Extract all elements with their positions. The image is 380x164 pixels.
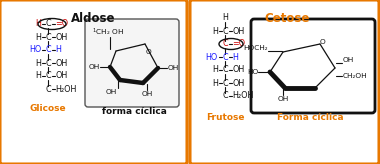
Text: OH: OH [343, 57, 354, 63]
Text: H: H [212, 79, 218, 88]
Text: C: C [222, 79, 228, 88]
Text: HOCH₂: HOCH₂ [243, 45, 268, 51]
Text: Glicose: Glicose [30, 104, 66, 113]
Text: CH₂OH: CH₂OH [343, 73, 367, 79]
Text: H: H [212, 65, 218, 74]
Text: OH: OH [233, 27, 245, 35]
Text: H: H [233, 52, 238, 62]
Text: C: C [222, 27, 228, 35]
Text: =O: =O [233, 40, 245, 49]
Text: C: C [222, 40, 228, 49]
Text: O: O [145, 49, 151, 55]
Text: =O: =O [55, 20, 69, 29]
Text: C: C [222, 65, 228, 74]
Text: C: C [45, 84, 51, 93]
Text: forma cíclica: forma cíclica [101, 107, 166, 116]
Text: H₂OH: H₂OH [55, 84, 77, 93]
Text: OH: OH [168, 65, 179, 71]
Text: H: H [222, 13, 228, 22]
Text: Forma cíclica: Forma cíclica [277, 113, 343, 122]
Text: OH: OH [233, 65, 245, 74]
Text: Frutose: Frutose [206, 113, 244, 122]
Text: C: C [45, 32, 51, 41]
Text: HO: HO [29, 45, 41, 54]
Text: H₂OH: H₂OH [233, 92, 254, 101]
Text: OH: OH [233, 79, 245, 88]
Text: Aldose: Aldose [71, 12, 115, 25]
Text: HO: HO [206, 52, 218, 62]
Text: $^1$CH₂ OH: $^1$CH₂ OH [92, 26, 124, 38]
Text: C: C [45, 72, 51, 81]
Text: H: H [35, 59, 41, 68]
Text: C: C [45, 59, 51, 68]
Text: H: H [35, 32, 41, 41]
Text: C: C [222, 92, 228, 101]
Text: OH: OH [89, 64, 100, 70]
Text: H: H [35, 72, 41, 81]
Text: OH: OH [55, 59, 68, 68]
Text: OH: OH [55, 32, 68, 41]
Text: H: H [212, 27, 218, 35]
Text: OH: OH [141, 91, 153, 97]
Text: C: C [222, 52, 228, 62]
Text: OH: OH [105, 89, 117, 95]
Text: O: O [319, 39, 325, 45]
Text: OH: OH [277, 96, 289, 102]
Text: H: H [55, 45, 62, 54]
FancyBboxPatch shape [251, 19, 375, 113]
Text: H: H [35, 20, 41, 29]
Text: C: C [45, 45, 51, 54]
Text: OH: OH [55, 72, 68, 81]
FancyBboxPatch shape [85, 19, 179, 107]
FancyBboxPatch shape [0, 0, 187, 164]
Text: C: C [45, 20, 51, 29]
Text: Cetose: Cetose [264, 12, 310, 25]
FancyBboxPatch shape [190, 0, 379, 164]
Text: HO: HO [247, 69, 258, 75]
